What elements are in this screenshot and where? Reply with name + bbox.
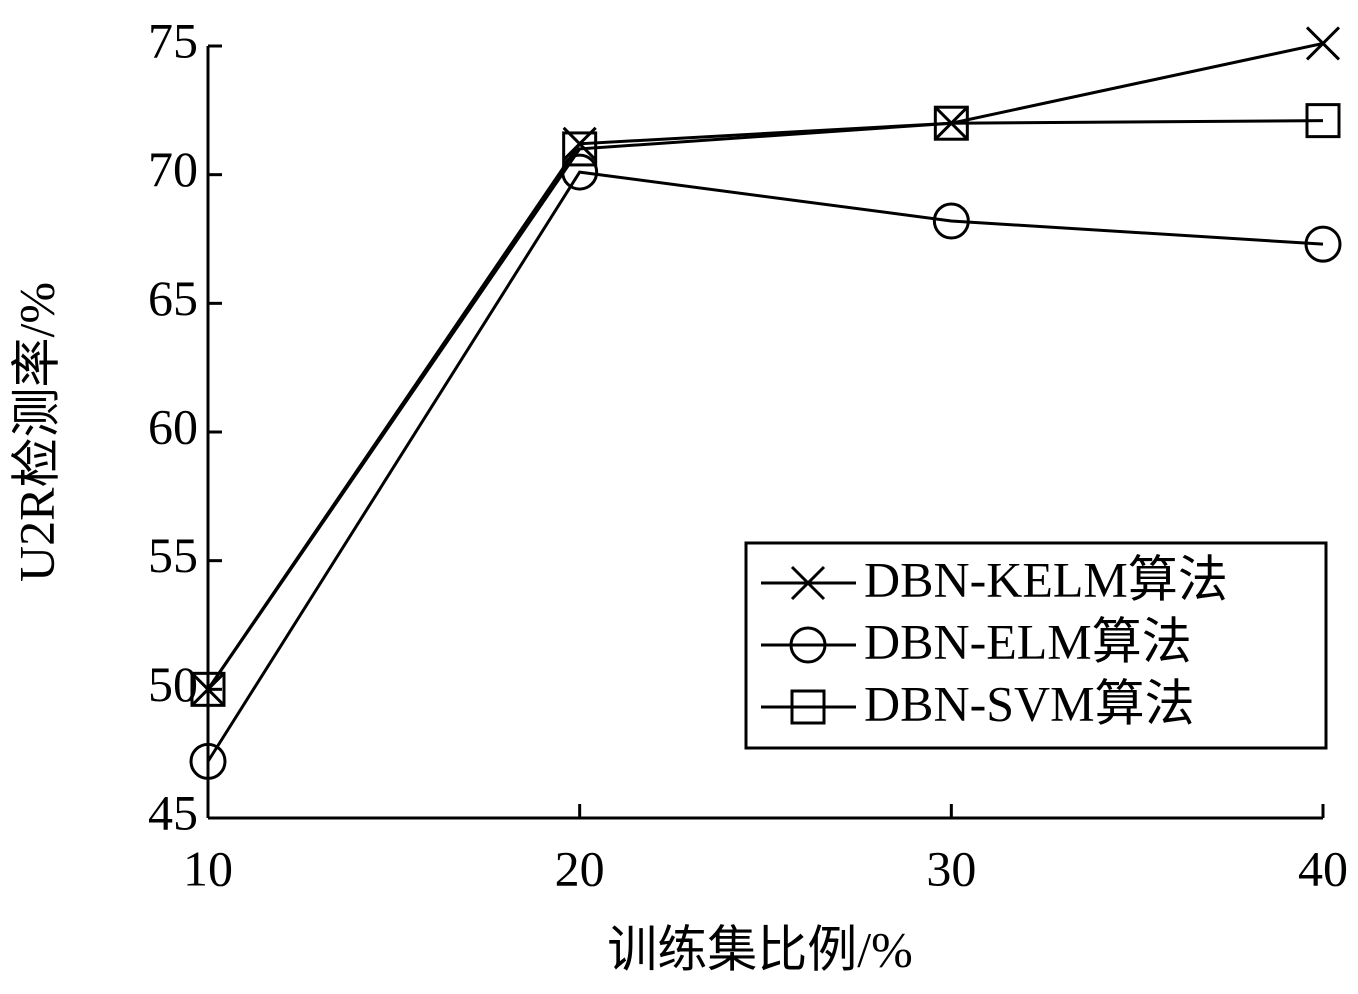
legend-label: DBN-KELM算法 xyxy=(864,551,1228,607)
marker xyxy=(933,105,969,141)
marker xyxy=(1305,26,1341,61)
y-tick-label: 55 xyxy=(148,527,198,583)
legend-label: DBN-ELM算法 xyxy=(864,613,1192,669)
y-tick-label: 70 xyxy=(148,141,198,197)
x-tick-label: 10 xyxy=(183,840,233,896)
marker xyxy=(1304,225,1342,263)
marker xyxy=(190,672,226,707)
y-axis-label: U2R检测率/% xyxy=(8,282,64,582)
series-line xyxy=(206,170,1324,763)
marker xyxy=(562,131,598,167)
x-axis-label: 训练集比例/% xyxy=(607,921,913,977)
x-tick-label: 30 xyxy=(926,840,976,896)
marker xyxy=(934,106,969,141)
legend-marker xyxy=(790,565,826,601)
legend-marker xyxy=(789,626,827,664)
marker xyxy=(190,671,226,707)
series-line xyxy=(206,119,1324,691)
x-tick-label: 40 xyxy=(1298,840,1348,896)
y-tick-label: 50 xyxy=(148,656,198,712)
marker xyxy=(1305,103,1341,139)
y-tick-label: 45 xyxy=(148,784,198,840)
y-tick-label: 75 xyxy=(148,12,198,68)
legend-label: DBN-SVM算法 xyxy=(864,675,1195,731)
marker xyxy=(189,742,227,780)
marker xyxy=(932,202,970,240)
marker xyxy=(561,153,599,191)
y-tick-label: 65 xyxy=(148,270,198,326)
x-tick-label: 20 xyxy=(555,840,605,896)
legend-marker xyxy=(790,689,826,725)
y-tick-label: 60 xyxy=(148,398,198,454)
